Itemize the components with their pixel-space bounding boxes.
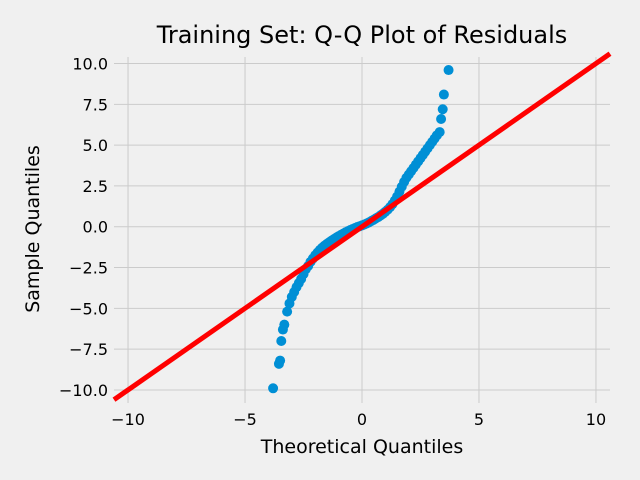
reference-line bbox=[112, 51, 612, 402]
data-point bbox=[275, 355, 286, 366]
x-tick-label: −5 bbox=[233, 410, 257, 429]
x-tick-label: 10 bbox=[586, 410, 606, 429]
y-tick-labels: −10.0 −7.5 −5.0 −2.5 0.0 2.5 5.0 7.5 10.0 bbox=[59, 55, 108, 400]
x-tick-labels: −10 −5 0 5 10 bbox=[111, 410, 606, 429]
data-point bbox=[438, 89, 449, 100]
x-axis-label: Theoretical Quantiles bbox=[260, 436, 463, 458]
x-tick-label: −10 bbox=[111, 410, 145, 429]
y-tick-label: 5.0 bbox=[83, 136, 108, 155]
y-tick-label: −7.5 bbox=[69, 340, 108, 359]
y-tick-label: −10.0 bbox=[59, 381, 108, 400]
y-tick-label: −2.5 bbox=[69, 259, 108, 278]
data-point bbox=[279, 319, 290, 330]
data-point bbox=[434, 127, 445, 138]
data-point bbox=[436, 114, 447, 125]
y-axis-label: Sample Quantiles bbox=[22, 145, 44, 313]
x-tick-label: 0 bbox=[357, 410, 367, 429]
data-point bbox=[443, 65, 454, 76]
x-tick-label: 5 bbox=[474, 410, 484, 429]
data-point bbox=[276, 335, 287, 346]
grid bbox=[114, 57, 610, 403]
plot-area bbox=[112, 51, 612, 402]
y-tick-label: −5.0 bbox=[69, 299, 108, 318]
y-tick-label: 0.0 bbox=[83, 218, 108, 237]
y-tick-label: 2.5 bbox=[83, 177, 108, 196]
data-point bbox=[268, 383, 279, 394]
data-point bbox=[437, 104, 448, 115]
y-tick-label: 10.0 bbox=[72, 55, 108, 74]
data-point bbox=[282, 306, 293, 317]
chart-title: Training Set: Q-Q Plot of Residuals bbox=[156, 21, 568, 49]
y-tick-label: 7.5 bbox=[83, 95, 108, 114]
